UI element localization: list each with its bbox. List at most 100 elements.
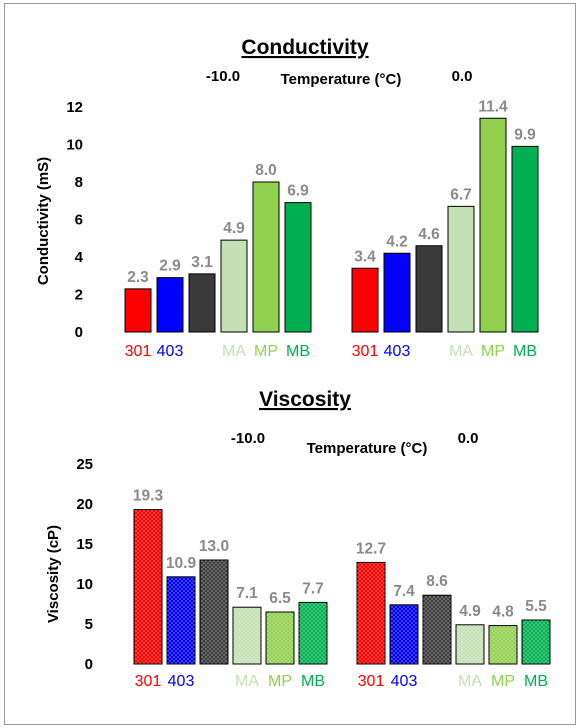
conductivity-y-tick-label: 4 <box>75 249 84 266</box>
conductivity-data-label: 3.4 <box>354 248 376 265</box>
viscosity-x-category-label: 301 <box>135 673 162 690</box>
viscosity-bar-texture <box>299 602 327 664</box>
viscosity-bars <box>133 509 551 665</box>
conductivity-bar-301-group2 <box>351 267 379 333</box>
conductivity-data-label: 6.7 <box>450 186 472 203</box>
conductivity-y-axis-label: Conductivity (mS) <box>35 157 52 285</box>
conductivity-bars <box>124 117 539 333</box>
conductivity-chart: Conductivity -10.0 Temperature (°C) 0.0 … <box>35 36 539 360</box>
conductivity-bar-ma-group1 <box>220 239 248 333</box>
conductivity-bar-403-group2 <box>383 252 411 333</box>
conductivity-bar-403-group1 <box>156 277 184 333</box>
conductivity-data-label: 3.1 <box>191 254 213 271</box>
conductivity-x-category-label: MA <box>449 343 473 360</box>
viscosity-temperature-label: Temperature (°C) <box>307 440 428 457</box>
viscosity-x-category-label: MA <box>458 673 482 690</box>
viscosity-bar-texture <box>167 577 195 664</box>
viscosity-data-label: 4.8 <box>492 604 514 621</box>
viscosity-x-category-label: MB <box>524 673 548 690</box>
conductivity-y-tick-label: 0 <box>75 324 83 341</box>
conductivity-data-label: 2.3 <box>127 269 149 286</box>
conductivity-y-ticks: 0 2 4 6 8 10 12 <box>66 99 83 341</box>
viscosity-data-label: 7.1 <box>236 585 258 602</box>
viscosity-bar-texture <box>357 562 385 664</box>
conductivity-data-label: 9.9 <box>514 126 536 143</box>
viscosity-bar-texture <box>134 510 162 664</box>
viscosity-bar-texture <box>266 612 294 664</box>
conductivity-bar-mb-group1 <box>284 202 312 333</box>
conductivity-bar-dark-group1 <box>188 273 216 333</box>
conductivity-x-category-label: 301 <box>125 343 152 360</box>
viscosity-data-label: 7.7 <box>302 580 324 597</box>
conductivity-y-tick-label: 2 <box>75 287 83 304</box>
conductivity-bar-301-group1 <box>124 288 152 333</box>
conductivity-bar-ma-group2 <box>447 205 475 333</box>
viscosity-x-category-label: 301 <box>358 673 385 690</box>
conductivity-x-category-label: MP <box>481 343 505 360</box>
viscosity-chart: Viscosity -10.0 Temperature (°C) 0.0 Vis… <box>45 388 551 690</box>
conductivity-bar-dark-group2 <box>415 245 443 333</box>
viscosity-group-label-0: 0.0 <box>458 430 479 447</box>
conductivity-temperature-label: Temperature (°C) <box>281 71 402 88</box>
viscosity-data-label: 12.7 <box>356 540 386 557</box>
viscosity-y-tick-label: 0 <box>85 656 93 673</box>
viscosity-bar-texture <box>233 607 261 664</box>
conductivity-x-category-label: MP <box>254 343 278 360</box>
viscosity-y-ticks: 0 5 10 15 20 25 <box>76 456 93 673</box>
viscosity-y-tick-label: 10 <box>76 576 93 593</box>
conductivity-x-category-label: 403 <box>157 343 184 360</box>
conductivity-data-label: 2.9 <box>159 258 181 275</box>
conductivity-x-category-label: MB <box>513 343 537 360</box>
viscosity-data-label: 6.5 <box>269 590 291 607</box>
conductivity-data-label: 6.9 <box>287 183 309 200</box>
conductivity-bar-mp-group1 <box>252 181 280 333</box>
viscosity-y-axis-label: Viscosity (cP) <box>45 525 62 623</box>
conductivity-group-label-minus10: -10.0 <box>206 68 240 85</box>
viscosity-data-label: 19.3 <box>133 488 164 505</box>
viscosity-bar-texture <box>423 595 451 664</box>
viscosity-bar-texture <box>489 626 517 664</box>
viscosity-x-category-label: MP <box>268 673 292 690</box>
conductivity-y-tick-label: 6 <box>75 212 83 229</box>
conductivity-x-categories: 301 403 MA MP MB 301 403 MA MP MB <box>125 343 537 360</box>
conductivity-y-tick-label: 10 <box>66 137 83 154</box>
viscosity-x-category-label: MP <box>491 673 515 690</box>
figure-panel: Conductivity -10.0 Temperature (°C) 0.0 … <box>4 3 576 725</box>
viscosity-data-label: 4.9 <box>459 603 481 620</box>
conductivity-bar-mp-group2 <box>479 117 507 333</box>
viscosity-bar-texture <box>522 620 550 664</box>
viscosity-group-label-minus10: -10.0 <box>231 430 265 447</box>
viscosity-y-tick-label: 5 <box>85 616 93 633</box>
viscosity-bar-texture <box>456 625 484 664</box>
viscosity-y-tick-label: 15 <box>76 536 93 553</box>
charts-canvas: Conductivity -10.0 Temperature (°C) 0.0 … <box>35 36 551 690</box>
viscosity-x-categories: 301 403 MA MP MB 301 403 MA MP MB <box>135 673 548 690</box>
conductivity-title: Conductivity <box>241 36 368 59</box>
conductivity-data-label: 4.2 <box>386 233 408 250</box>
viscosity-x-category-label: MA <box>235 673 259 690</box>
viscosity-y-tick-label: 25 <box>76 456 93 473</box>
viscosity-y-tick-label: 20 <box>76 496 93 513</box>
conductivity-x-category-label: 403 <box>384 343 411 360</box>
conductivity-data-label: 4.9 <box>223 220 245 237</box>
conductivity-bar-mb-group2 <box>511 145 539 333</box>
conductivity-x-category-label: 301 <box>352 343 379 360</box>
viscosity-x-category-label: 403 <box>168 673 195 690</box>
conductivity-group-label-0: 0.0 <box>452 68 473 85</box>
conductivity-data-labels: 2.3 2.9 3.1 4.9 8.0 6.9 3.4 4.2 4.6 6.7 11.4 9.9 <box>127 98 536 286</box>
conductivity-data-label: 4.6 <box>418 226 440 243</box>
viscosity-data-label: 10.9 <box>166 555 197 572</box>
viscosity-data-label: 13.0 <box>199 538 229 555</box>
conductivity-data-label: 8.0 <box>255 162 277 179</box>
conductivity-data-label: 11.4 <box>478 98 508 115</box>
viscosity-data-labels: 19.3 10.913.0 7.1 6.5 7.7 12.7 7.4 8.6 4.9 4.8 5.5 <box>133 488 547 621</box>
conductivity-x-category-label: MB <box>286 343 310 360</box>
viscosity-bar-texture <box>200 560 228 664</box>
conductivity-y-tick-label: 8 <box>75 174 83 191</box>
viscosity-data-label: 8.6 <box>426 573 448 590</box>
conductivity-x-category-label: MA <box>222 343 246 360</box>
viscosity-x-category-label: MB <box>301 673 325 690</box>
viscosity-bar-texture <box>390 605 418 664</box>
conductivity-y-tick-label: 12 <box>66 99 83 116</box>
viscosity-x-category-label: 403 <box>391 673 418 690</box>
